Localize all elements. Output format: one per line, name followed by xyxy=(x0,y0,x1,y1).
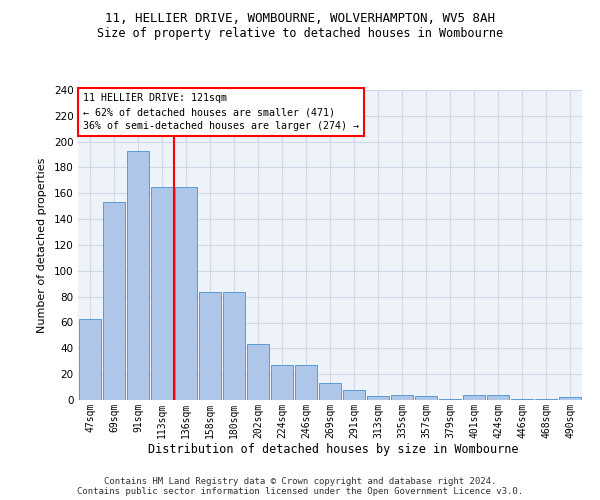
Bar xyxy=(463,395,485,400)
Bar xyxy=(295,365,317,400)
Bar xyxy=(103,202,125,400)
Y-axis label: Number of detached properties: Number of detached properties xyxy=(37,158,47,332)
Bar xyxy=(127,150,149,400)
Text: 11 HELLIER DRIVE: 121sqm
← 62% of detached houses are smaller (471)
36% of semi-: 11 HELLIER DRIVE: 121sqm ← 62% of detach… xyxy=(83,93,359,131)
Bar xyxy=(223,292,245,400)
Text: 11, HELLIER DRIVE, WOMBOURNE, WOLVERHAMPTON, WV5 8AH: 11, HELLIER DRIVE, WOMBOURNE, WOLVERHAMP… xyxy=(105,12,495,26)
Bar xyxy=(343,390,365,400)
Bar xyxy=(367,396,389,400)
Text: Contains public sector information licensed under the Open Government Licence v3: Contains public sector information licen… xyxy=(77,488,523,496)
Bar xyxy=(391,395,413,400)
Bar xyxy=(559,398,581,400)
Bar xyxy=(415,396,437,400)
Bar xyxy=(199,292,221,400)
Text: Contains HM Land Registry data © Crown copyright and database right 2024.: Contains HM Land Registry data © Crown c… xyxy=(104,478,496,486)
Text: Size of property relative to detached houses in Wombourne: Size of property relative to detached ho… xyxy=(97,28,503,40)
Text: Distribution of detached houses by size in Wombourne: Distribution of detached houses by size … xyxy=(148,442,518,456)
Bar xyxy=(319,383,341,400)
Bar xyxy=(271,365,293,400)
Bar xyxy=(175,187,197,400)
Bar xyxy=(247,344,269,400)
Bar xyxy=(79,318,101,400)
Bar xyxy=(511,398,533,400)
Bar xyxy=(151,187,173,400)
Bar xyxy=(535,398,557,400)
Bar xyxy=(487,395,509,400)
Bar xyxy=(439,398,461,400)
